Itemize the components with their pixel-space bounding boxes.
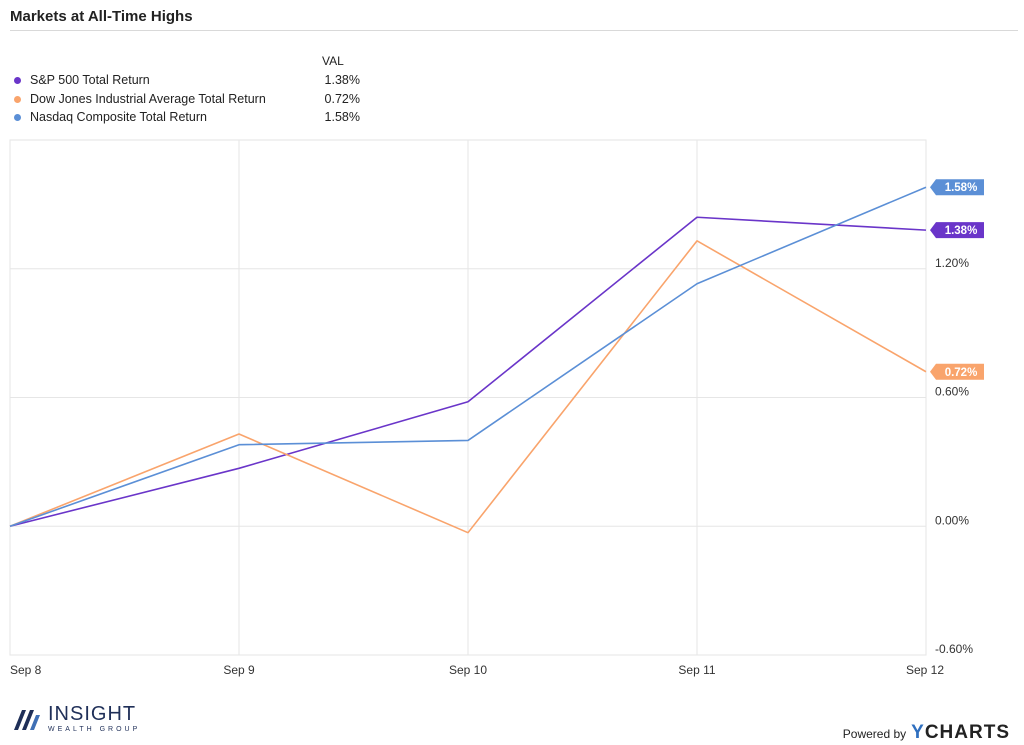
y-tick-label: 0.00%	[935, 513, 969, 527]
legend-marker	[14, 95, 21, 103]
end-value-label: 1.58%	[945, 182, 978, 194]
x-tick-label: Sep 12	[906, 663, 944, 677]
ycharts-logo: YCHARTS	[911, 722, 1010, 744]
y-tick-label: 1.20%	[935, 256, 969, 270]
brand-name: INSIGHT	[48, 703, 137, 725]
y-tick-label: -0.60%	[935, 642, 973, 656]
legend-label: Dow Jones Industrial Average Total Retur…	[30, 92, 266, 106]
end-value-label: 1.38%	[945, 225, 978, 237]
chart-title: Markets at All-Time Highs	[10, 8, 193, 25]
powered-by-label: Powered by	[842, 727, 907, 741]
legend-marker	[14, 113, 21, 121]
ycharts-y: Y	[911, 722, 925, 743]
legend-value-header: VAL	[322, 54, 344, 68]
legend-label: Nasdaq Composite Total Return	[30, 110, 207, 124]
end-value-badge	[930, 363, 984, 380]
legend-marker	[14, 76, 21, 84]
x-tick-label: Sep 8	[10, 663, 42, 677]
legend-value: 1.58%	[324, 110, 360, 124]
x-tick-label: Sep 10	[449, 663, 487, 677]
insight-logo: INSIGHT WEALTH GROUP	[12, 704, 140, 733]
legend-value: 1.38%	[324, 73, 360, 87]
end-value-label: 0.72%	[945, 367, 978, 379]
ycharts-wordmark: CHARTS	[924, 722, 1010, 743]
legend-label: S&P 500 Total Return	[30, 73, 150, 87]
legend-item-nasdaq[interactable]: Nasdaq Composite Total Return 1.58%	[14, 108, 360, 126]
legend-item-dow[interactable]: Dow Jones Industrial Average Total Retur…	[14, 90, 360, 108]
title-divider	[10, 30, 1018, 31]
legend-item-sp500[interactable]: S&P 500 Total Return 1.38%	[14, 71, 360, 89]
x-tick-label: Sep 9	[223, 663, 255, 677]
x-tick-label: Sep 11	[678, 663, 715, 677]
end-value-badge	[930, 222, 984, 239]
legend-value: 0.72%	[324, 92, 360, 106]
powered-by-ycharts[interactable]: Powered by YCHARTS	[843, 722, 1010, 744]
insight-logo-icon	[14, 709, 40, 730]
brand-tagline: WEALTH GROUP	[48, 726, 141, 733]
y-tick-label: 0.60%	[935, 385, 969, 399]
end-value-badge	[930, 179, 984, 196]
